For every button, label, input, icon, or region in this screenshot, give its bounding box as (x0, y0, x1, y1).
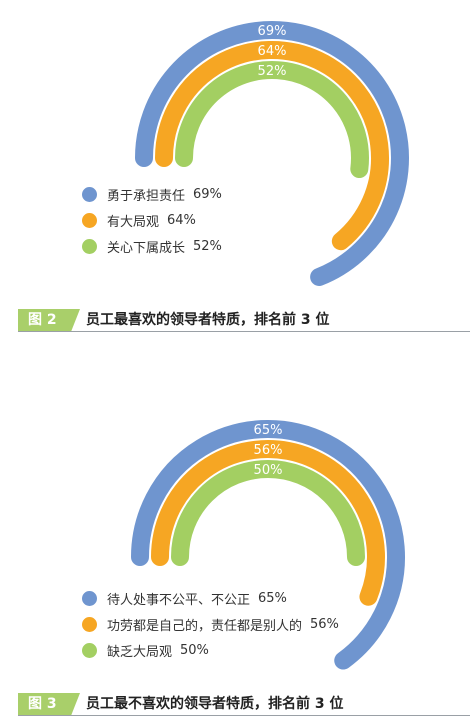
legend-swatch (82, 212, 97, 228)
legend-value: 64% (167, 212, 196, 228)
legend-label: 待人处事不公平、不公正 (107, 592, 251, 608)
arc-bar-1 (135, 21, 409, 287)
legend-label: 勇于承担责任 (107, 188, 186, 204)
legend-swatch (82, 238, 97, 254)
legend-swatch (82, 590, 97, 606)
legend-swatch (82, 616, 97, 632)
legend-item: 功劳都是自己的，责任都是别人的 56% (82, 611, 339, 637)
legend-value: 65% (258, 590, 287, 606)
arc-bar-2 (155, 41, 389, 251)
legend-swatch (82, 642, 97, 658)
arc-bar-3 (171, 460, 365, 566)
legend-value: 50% (180, 642, 209, 658)
arc-value-label: 65% (254, 423, 283, 438)
figure-label: 图 3 (18, 693, 80, 715)
legend-item: 关心下属成长 52% (82, 233, 222, 259)
arc-bar-2 (151, 440, 385, 606)
arc-value-label: 69% (258, 24, 287, 39)
figure-title: 员工最不喜欢的领导者特质，排名前 3 位 (86, 696, 344, 712)
legend-item: 待人处事不公平、不公正 65% (82, 585, 339, 611)
legend-item: 勇于承担责任 69% (82, 181, 222, 207)
arc-bar-3 (175, 61, 369, 179)
figure-label: 图 2 (18, 309, 80, 331)
legend-item: 缺乏大局观 50% (82, 637, 339, 663)
arc-value-label: 56% (254, 443, 283, 458)
legend-swatch (82, 186, 97, 202)
arc-chart-3: 65% 56% 50% (131, 420, 405, 670)
arc-value-label: 64% (258, 44, 287, 59)
legend-3: 待人处事不公平、不公正 65% 功劳都是自己的，责任都是别人的 56% 缺乏大局… (82, 585, 339, 663)
legend-label: 功劳都是自己的，责任都是别人的 (107, 618, 303, 634)
arc-chart-2: 69% 64% 52% (135, 21, 409, 287)
figure-caption-2: 图 2 员工最喜欢的领导者特质，排名前 3 位 (18, 309, 470, 332)
legend-value: 52% (193, 238, 222, 254)
legend-label: 有大局观 (107, 214, 160, 230)
arc-bar-1 (131, 420, 405, 670)
figure-title: 员工最喜欢的领导者特质，排名前 3 位 (86, 312, 330, 328)
legend-item: 有大局观 64% (82, 207, 222, 233)
arc-value-label: 50% (254, 463, 283, 478)
legend-value: 56% (310, 616, 339, 632)
legend-label: 关心下属成长 (107, 240, 186, 256)
arc-value-label: 52% (258, 64, 287, 79)
figure-2: 69% 64% 52% 勇于承担责任 69% 有大局观 64% 关心下属成长 52%… (0, 0, 476, 340)
figure-caption-3: 图 3 员工最不喜欢的领导者特质，排名前 3 位 (18, 693, 470, 716)
figure-3: 65% 56% 50% 待人处事不公平、不公正 65% 功劳都是自己的，责任都是别人… (0, 400, 476, 725)
legend-value: 69% (193, 186, 222, 202)
legend-label: 缺乏大局观 (107, 644, 173, 660)
legend-2: 勇于承担责任 69% 有大局观 64% 关心下属成长 52% (82, 181, 222, 259)
